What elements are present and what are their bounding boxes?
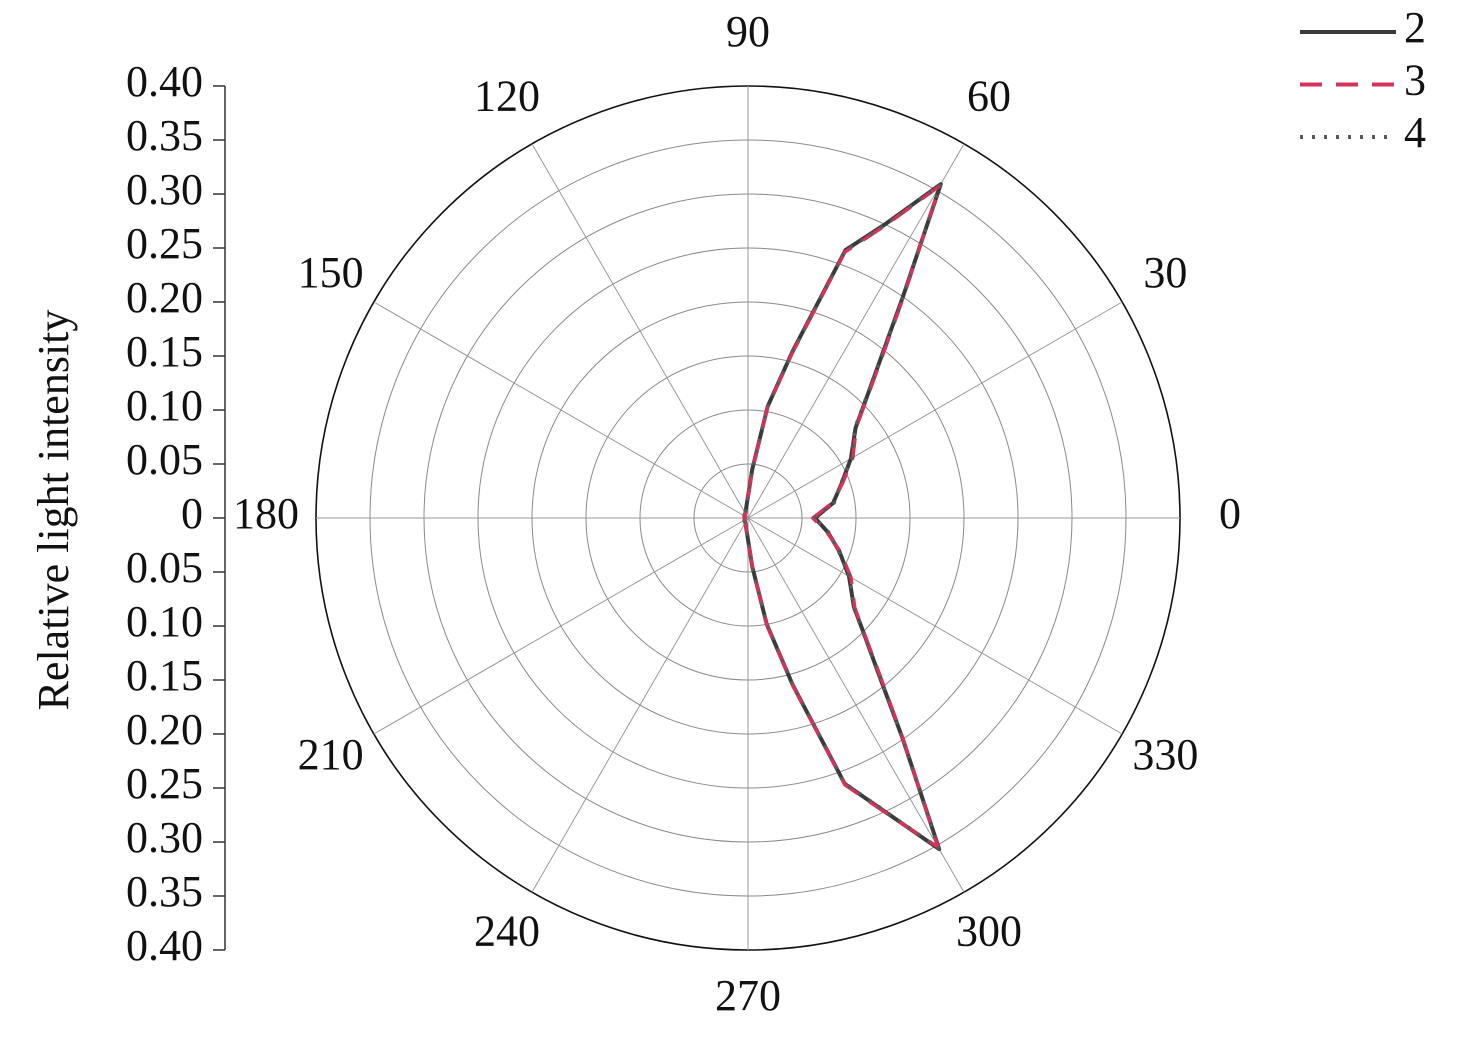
- spoke: [373, 301, 749, 519]
- y-tick-label: 0.40: [126, 57, 203, 106]
- spoke: [531, 517, 749, 893]
- series-line: [742, 184, 942, 849]
- spoke: [747, 517, 965, 893]
- y-tick-label: 0.35: [126, 111, 203, 160]
- y-tick-label: 0: [181, 489, 203, 538]
- y-tick-label: 0.05: [126, 543, 203, 592]
- y-tick-label: 0.15: [126, 327, 203, 376]
- angle-label: 180: [233, 489, 299, 538]
- y-tick-label: 0.20: [126, 273, 203, 322]
- angle-label: 300: [956, 907, 1022, 956]
- angle-label: 0: [1219, 489, 1241, 538]
- y-tick-label: 0.35: [126, 867, 203, 916]
- series-line: [742, 183, 942, 850]
- series-line: [742, 182, 943, 852]
- y-tick-label: 0.05: [126, 435, 203, 484]
- legend-label: 4: [1404, 108, 1426, 157]
- y-tick-label: 0.10: [126, 597, 203, 646]
- y-tick-label: 0.25: [126, 759, 203, 808]
- y-tick-label: 0.40: [126, 921, 203, 970]
- y-tick-label: 0.25: [126, 219, 203, 268]
- legend-label: 3: [1404, 56, 1426, 105]
- spoke: [747, 517, 1123, 735]
- y-tick-label: 0.30: [126, 165, 203, 214]
- angle-label: 270: [715, 971, 781, 1020]
- spoke: [531, 143, 749, 519]
- angle-label: 120: [474, 72, 540, 121]
- spoke: [373, 517, 749, 735]
- spoke: [747, 301, 1123, 519]
- y-axis-label: Relative light intensity: [29, 310, 78, 711]
- y-tick-label: 0.10: [126, 381, 203, 430]
- y-tick-label: 0.30: [126, 813, 203, 862]
- angle-label: 90: [726, 7, 770, 56]
- angle-label: 240: [474, 907, 540, 956]
- angle-label: 150: [298, 248, 364, 297]
- spoke: [747, 143, 965, 519]
- y-tick-label: 0.15: [126, 651, 203, 700]
- angle-label: 210: [298, 730, 364, 779]
- angle-label: 330: [1132, 730, 1198, 779]
- y-tick-label: 0.20: [126, 705, 203, 754]
- angle-label: 30: [1143, 248, 1187, 297]
- angle-label: 60: [967, 72, 1011, 121]
- legend-label: 2: [1404, 3, 1426, 52]
